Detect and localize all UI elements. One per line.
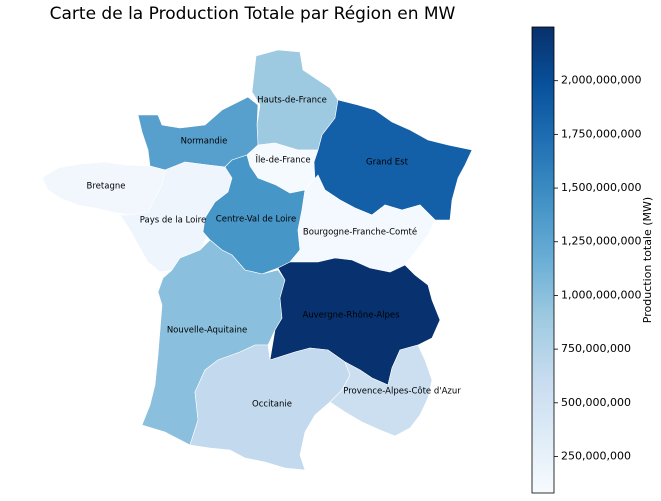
- region-label-bourgogne-franche-comte: Bourgogne-Franche-Comté: [303, 227, 417, 238]
- region-label-ile-de-france: Île-de-France: [254, 154, 310, 166]
- map-title: Carte de la Production Totale par Région…: [49, 4, 456, 24]
- colorbar-tick-label: 250,000,000: [561, 449, 631, 462]
- colorbar-tick-label: 1,750,000,000: [561, 127, 641, 140]
- colorbar-tick-label: 2,000,000,000: [561, 74, 641, 87]
- region-label-nouvelle-aquitaine: Nouvelle-Aquitaine: [167, 326, 247, 336]
- colorbar-tick-label: 1,250,000,000: [561, 235, 641, 248]
- colorbar-tick-label: 750,000,000: [561, 342, 631, 355]
- region-provence-alpes-cote-dazur: [329, 344, 433, 437]
- region-label-occitanie: Occitanie: [252, 400, 292, 410]
- colorbar-label: Production totale (MW): [641, 197, 654, 323]
- colorbar-gradient: [531, 26, 555, 494]
- colorbar-tick-label: 1,000,000,000: [561, 288, 641, 301]
- region-label-normandie: Normandie: [181, 137, 228, 147]
- region-label-bretagne: Bretagne: [87, 182, 126, 192]
- colorbar: 250,000,000 500,000,000 750,000,000 1,000,0…: [531, 26, 654, 494]
- region-label-auvergne-rhone-alpes: Auvergne-Rhône-Alpes: [302, 310, 400, 321]
- region-label-provence-alpes-cote-dazur: Provence-Alpes-Côte d'Azur: [343, 386, 461, 397]
- colorbar-tick-label: 1,500,000,000: [561, 181, 641, 194]
- region-label-pays-de-la-loire: Pays de la Loire: [140, 216, 206, 226]
- region-label-grand-est: Grand Est: [366, 158, 409, 168]
- region-bourgogne-franche-comte: [289, 174, 436, 273]
- region-occitanie: [189, 344, 351, 471]
- colorbar-tick-label: 500,000,000: [561, 396, 631, 409]
- region-label-hauts-de-france: Hauts-de-France: [257, 96, 327, 106]
- region-label-centre-val-de-loire: Centre-Val de Loire: [216, 215, 296, 225]
